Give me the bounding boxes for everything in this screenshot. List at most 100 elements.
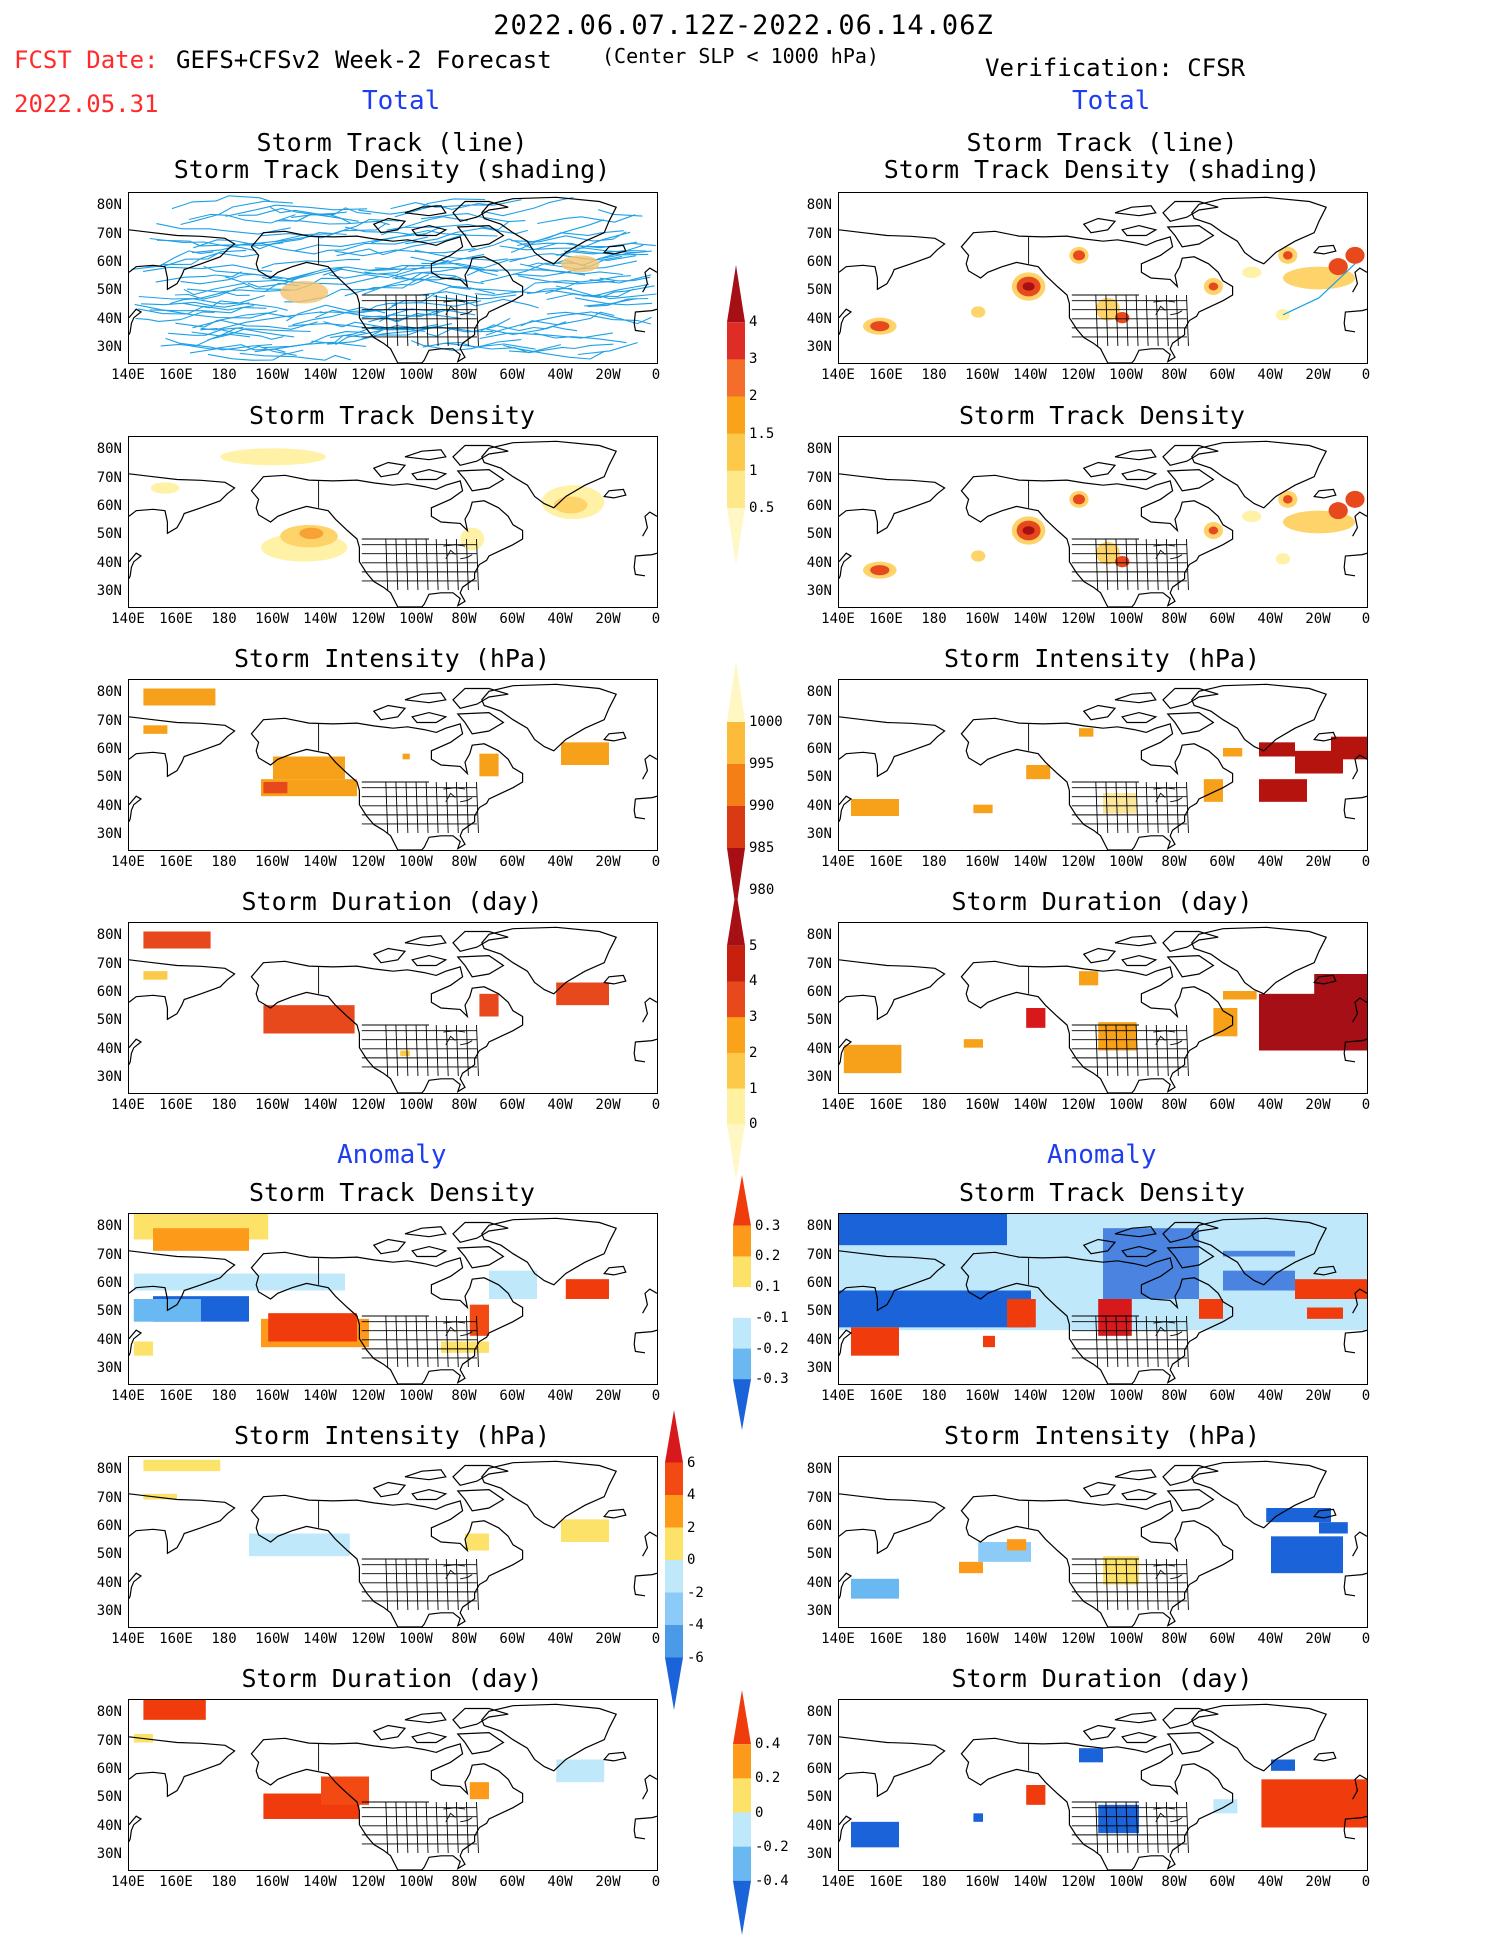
lon-label: 120W (351, 1631, 385, 1647)
lon-label: 140W (1013, 854, 1047, 870)
coastline-layer (129, 683, 657, 850)
colorbar-density-anomaly-label: -0.2 (755, 1340, 789, 1357)
lat-label: 30N (96, 1068, 122, 1085)
lon-label: 60W (1209, 1388, 1235, 1404)
storm-track-lines (131, 195, 657, 361)
lat-label: 80N (806, 197, 832, 214)
map-panel-6-0 (128, 1699, 658, 1871)
lat-label: 40N (96, 1331, 122, 1348)
lon-label: 80W (1161, 1097, 1187, 1113)
coastline-layer (839, 1460, 1367, 1627)
panel-title-duration: Storm Duration (day) (241, 1664, 543, 1693)
lon-label: 60W (1209, 854, 1235, 870)
map-panel-3-1 (838, 922, 1368, 1094)
borders-layer (318, 723, 479, 834)
lon-label: 140E (821, 1874, 855, 1890)
intensity-cells (851, 728, 1367, 816)
lon-label: 60W (1209, 1631, 1235, 1647)
lat-label: 60N (96, 983, 122, 1000)
panel-title-track_shading: Storm Track Density (shading) (883, 155, 1321, 184)
lon-label: 40W (1257, 1388, 1283, 1404)
lon-label: 100W (399, 611, 433, 627)
map-panel-1-1 (838, 436, 1368, 608)
lon-label: 60W (499, 611, 525, 627)
lat-label: 30N (806, 1068, 832, 1085)
lat-label: 40N (806, 1040, 832, 1057)
borders-layer (318, 1257, 479, 1368)
borders-layer (318, 966, 479, 1077)
lat-label: 30N (96, 338, 122, 355)
borders-layer (1028, 1500, 1189, 1611)
lon-label: 80W (451, 1631, 477, 1647)
lon-label: 140W (303, 611, 337, 627)
lat-label: 70N (806, 225, 832, 242)
borders-layer (318, 480, 479, 591)
lon-label: 80W (1161, 1874, 1187, 1890)
date-range-title: 2022.06.07.12Z-2022.06.14.06Z (493, 10, 994, 41)
lon-label: 180 (921, 1388, 947, 1404)
lon-label: 140W (303, 1874, 337, 1890)
track-density-shading (280, 255, 600, 304)
lat-label: 60N (806, 1760, 832, 1777)
lon-label: 60W (499, 367, 525, 383)
lon-label: 80W (451, 611, 477, 627)
lat-label: 60N (806, 497, 832, 514)
borders-layer (1028, 1743, 1189, 1854)
lon-label: 40W (1257, 367, 1283, 383)
lon-label: 40W (1257, 611, 1283, 627)
lon-label: 80W (451, 1097, 477, 1113)
colorbar-duration-total-label: 4 (749, 973, 758, 990)
lon-label: 160E (869, 1874, 903, 1890)
lat-label: 30N (96, 582, 122, 599)
lat-label: 70N (96, 1489, 122, 1506)
panel-title-density: Storm Track Density (249, 1178, 535, 1207)
borders-layer (1028, 236, 1189, 347)
intensity-cells (143, 688, 609, 797)
lon-label: 0 (1361, 1631, 1371, 1647)
lat-label: 70N (806, 469, 832, 486)
colorbar-duration-anomaly-label: 0.4 (755, 1736, 781, 1753)
lon-label: 40W (1257, 854, 1283, 870)
panel-title-density: Storm Track Density (959, 1178, 1245, 1207)
lon-label: 100W (1109, 854, 1143, 870)
density-shading (150, 448, 605, 562)
map-panel-1-0 (128, 436, 658, 608)
colorbar-density-total-label: 1 (749, 462, 758, 479)
lat-label: 40N (806, 1331, 832, 1348)
colorbar-duration-anomaly-label: -0.4 (755, 1872, 789, 1889)
coastline-layer (839, 1703, 1367, 1870)
lon-label: 60W (499, 1388, 525, 1404)
lon-label: 180 (921, 611, 947, 627)
lat-label: 50N (806, 1012, 832, 1029)
map-canvas (839, 926, 1367, 1093)
lon-label: 0 (651, 1631, 661, 1647)
duration-cells (843, 971, 1367, 1074)
colorbar-duration-anomaly-label: -0.2 (755, 1838, 789, 1855)
lon-label: 100W (399, 367, 433, 383)
colorbar-density-total-graphic (727, 265, 745, 565)
lon-label: 80W (1161, 611, 1187, 627)
lon-label: 100W (1109, 1631, 1143, 1647)
lon-label: 160E (869, 367, 903, 383)
lat-label: 70N (96, 1732, 122, 1749)
lon-label: 160E (159, 611, 193, 627)
lat-label: 50N (96, 282, 122, 299)
lon-label: 60W (1209, 611, 1235, 627)
colorbar-density-anomaly-graphic (733, 1175, 751, 1430)
lon-label: 120W (1061, 611, 1095, 627)
map-canvas (129, 1700, 657, 1870)
lat-label: 80N (806, 1704, 832, 1721)
map-canvas (129, 195, 657, 363)
map-canvas (839, 683, 1367, 850)
lat-label: 30N (806, 338, 832, 355)
colorbar-duration-total-label: 1 (749, 1080, 758, 1097)
fcst-date-label: FCST Date: (14, 46, 159, 74)
lat-label: 30N (96, 1602, 122, 1619)
lon-label: 100W (399, 854, 433, 870)
lat-label: 30N (96, 1845, 122, 1862)
lon-label: 120W (1061, 854, 1095, 870)
lat-label: 50N (96, 769, 122, 786)
coastline-layer (129, 1703, 657, 1870)
colorbar-duration-anomaly-label: 0 (755, 1804, 764, 1821)
lon-label: 180 (921, 1097, 947, 1113)
